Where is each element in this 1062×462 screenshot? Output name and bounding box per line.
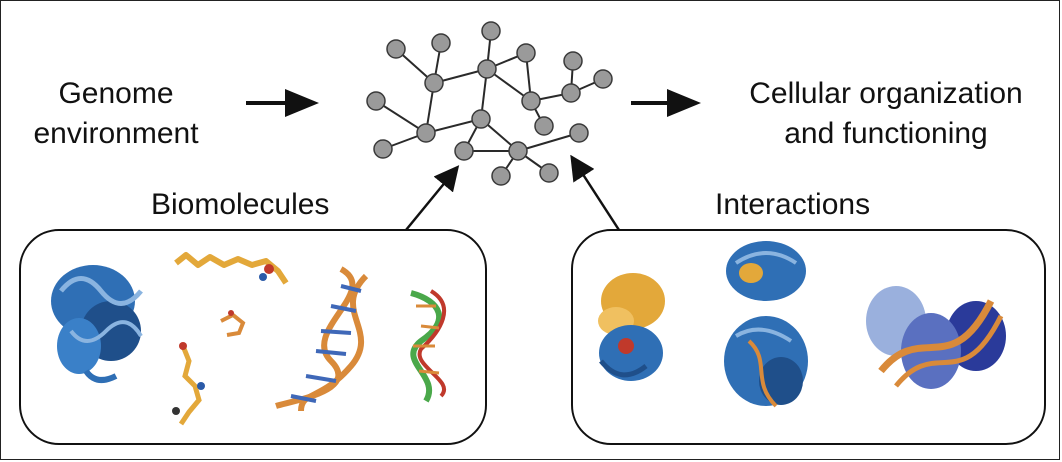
dna-helix-image bbox=[275, 266, 369, 412]
network-node bbox=[593, 69, 613, 89]
protein-structure-image bbox=[51, 265, 143, 383]
network-node bbox=[516, 43, 536, 63]
transcription-complex-image bbox=[866, 286, 1006, 389]
left-flow-arrow bbox=[246, 89, 319, 117]
cellular-organization-label: Cellular organization and functioning bbox=[726, 74, 1046, 154]
cellular-label-line2: and functioning bbox=[784, 117, 988, 150]
network-node bbox=[508, 141, 528, 161]
network-node bbox=[431, 33, 451, 53]
network-node bbox=[563, 51, 583, 71]
genome-environment-label: Genome environment bbox=[21, 74, 211, 154]
biomolecules-label: Biomolecules bbox=[151, 188, 330, 221]
biomolecules-to-network-arrow bbox=[405, 165, 460, 231]
network-node bbox=[534, 116, 554, 136]
network-node bbox=[491, 166, 511, 186]
protein-complex-image-1 bbox=[598, 273, 665, 381]
network-node bbox=[481, 21, 501, 41]
protein-complex-image-2 bbox=[726, 241, 806, 301]
network-node bbox=[366, 91, 386, 111]
network-node bbox=[569, 123, 589, 143]
protein-dna-complex-image bbox=[724, 316, 808, 408]
network-node bbox=[424, 73, 444, 93]
ligand-molecule-image bbox=[172, 342, 205, 426]
cellular-label-line1: Cellular organization bbox=[749, 77, 1023, 110]
nucleic-acid-image bbox=[410, 289, 447, 403]
network-node bbox=[477, 59, 497, 79]
genome-label-line2: environment bbox=[33, 117, 199, 150]
network-node bbox=[561, 83, 581, 103]
network-node bbox=[386, 39, 406, 59]
right-flow-arrow bbox=[631, 89, 701, 117]
network-node bbox=[539, 163, 559, 183]
lipid-molecule-image bbox=[174, 252, 289, 285]
network-node bbox=[521, 91, 541, 111]
network-node bbox=[454, 141, 474, 161]
genome-label-line1: Genome bbox=[58, 77, 174, 110]
network-node bbox=[471, 109, 491, 129]
network-nodes bbox=[366, 21, 613, 186]
interactions-label: Interactions bbox=[715, 188, 871, 221]
interactions-to-network-arrow bbox=[570, 154, 621, 231]
small-molecule-image bbox=[220, 310, 246, 337]
network-node bbox=[373, 139, 393, 159]
network-node bbox=[416, 123, 436, 143]
